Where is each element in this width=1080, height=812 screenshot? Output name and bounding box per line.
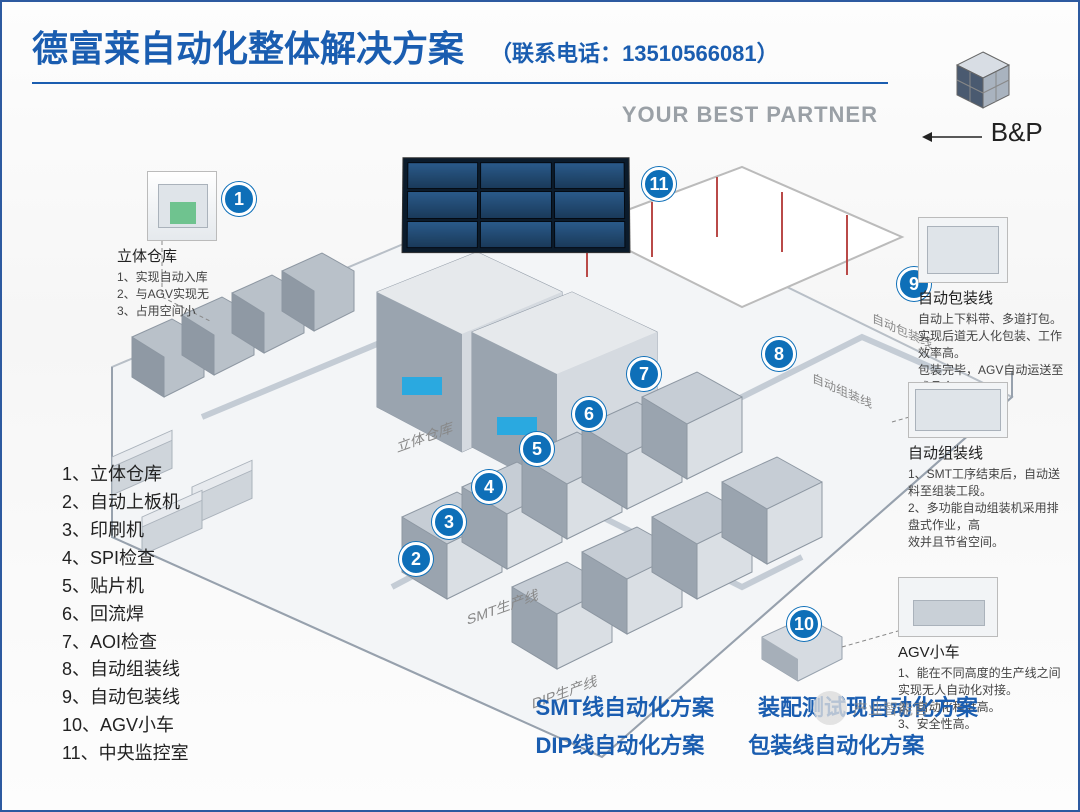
legend-item-4: 4、SPI检查 [62,545,189,573]
legend-item-8: 8、自动组装线 [62,656,189,684]
contact: （联系电话：13510566081） [490,41,779,66]
legend-item-2: 2、自动上板机 [62,489,189,517]
marker-10: 10 [787,607,821,641]
marker-5: 5 [520,432,554,466]
marker-3: 3 [432,505,466,539]
legend-item-7: 7、AOI检查 [62,629,189,657]
factory-diagram: 立体仓库 SMT生产线 DIP生产线 自动组装线 自动包装线 123456789… [42,157,1038,780]
bp-row: B&P [905,117,1060,148]
legend-item-6: 6、回流焊 [62,601,189,629]
legend-item-5: 5、贴片机 [62,573,189,601]
legend-item-9: 9、自动包装线 [62,684,189,712]
watermark: 产业智能官 [813,691,928,725]
marker-11: 11 [642,167,676,201]
legend-item-10: 10、AGV小车 [62,712,189,740]
watermark-text: 产业智能官 [853,698,928,719]
arrow-left-icon [922,131,982,143]
header: 德富莱自动化整体解决方案 （联系电话：13510566081） [32,20,1048,72]
bp-label: B&P [991,117,1043,147]
marker-8: 8 [762,337,796,371]
callout-warehouse: 立体仓库 1、实现自动入库 2、与AGV实现无 3、占用空间小 [117,171,247,319]
solution-pack: 包装线自动化方案 [748,728,924,760]
watermark-avatar-icon [813,691,847,725]
marker-2: 2 [399,542,433,576]
legend-item-1: 1、立体仓库 [62,461,189,489]
header-underline [32,82,888,84]
solution-dip: DIP线自动化方案 [536,728,705,760]
slide-frame: 德富莱自动化整体解决方案 （联系电话：13510566081） YOUR BES… [0,0,1080,812]
callout-pack: 自动包装线 自动上下料带、多道打包。 实现后道无人化包装、工作效率高。 包装完毕… [918,217,1068,395]
marker-7: 7 [627,357,661,391]
marker-6: 6 [572,397,606,431]
callout-assembly: 自动组装线 1、SMT工序结束后，自动送料至组装工段。 2、多功能自动组装机采用… [908,382,1068,550]
brand: 德富莱 [32,28,140,69]
marker-4: 4 [472,470,506,504]
tagline: YOUR BEST PARTNER [622,102,878,128]
legend-list: 1、立体仓库2、自动上板机3、印刷机4、SPI检查5、贴片机6、回流焊7、AOI… [62,461,189,768]
legend-item-11: 11、中央监控室 [62,740,189,768]
control-room-thumbnail [402,157,631,253]
solution-smt: SMT线自动化方案 [536,690,714,722]
legend-item-3: 3、印刷机 [62,517,189,545]
logo-block: B&P [905,42,1060,148]
cube-logo-icon [943,42,1023,112]
title-rest: 自动化整体解决方案 [140,28,464,69]
